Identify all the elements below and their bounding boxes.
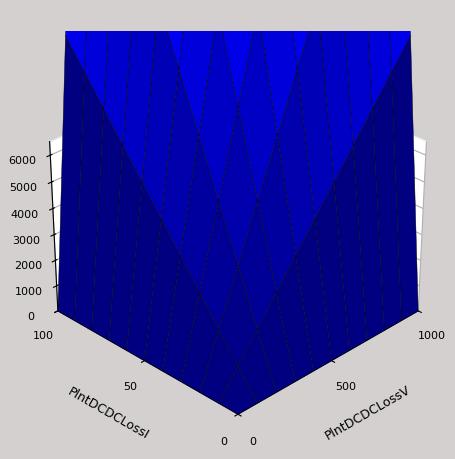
Y-axis label: PlntDCDCLossI: PlntDCDCLossI xyxy=(65,384,151,441)
X-axis label: PlntDCDCLossV: PlntDCDCLossV xyxy=(322,383,412,442)
